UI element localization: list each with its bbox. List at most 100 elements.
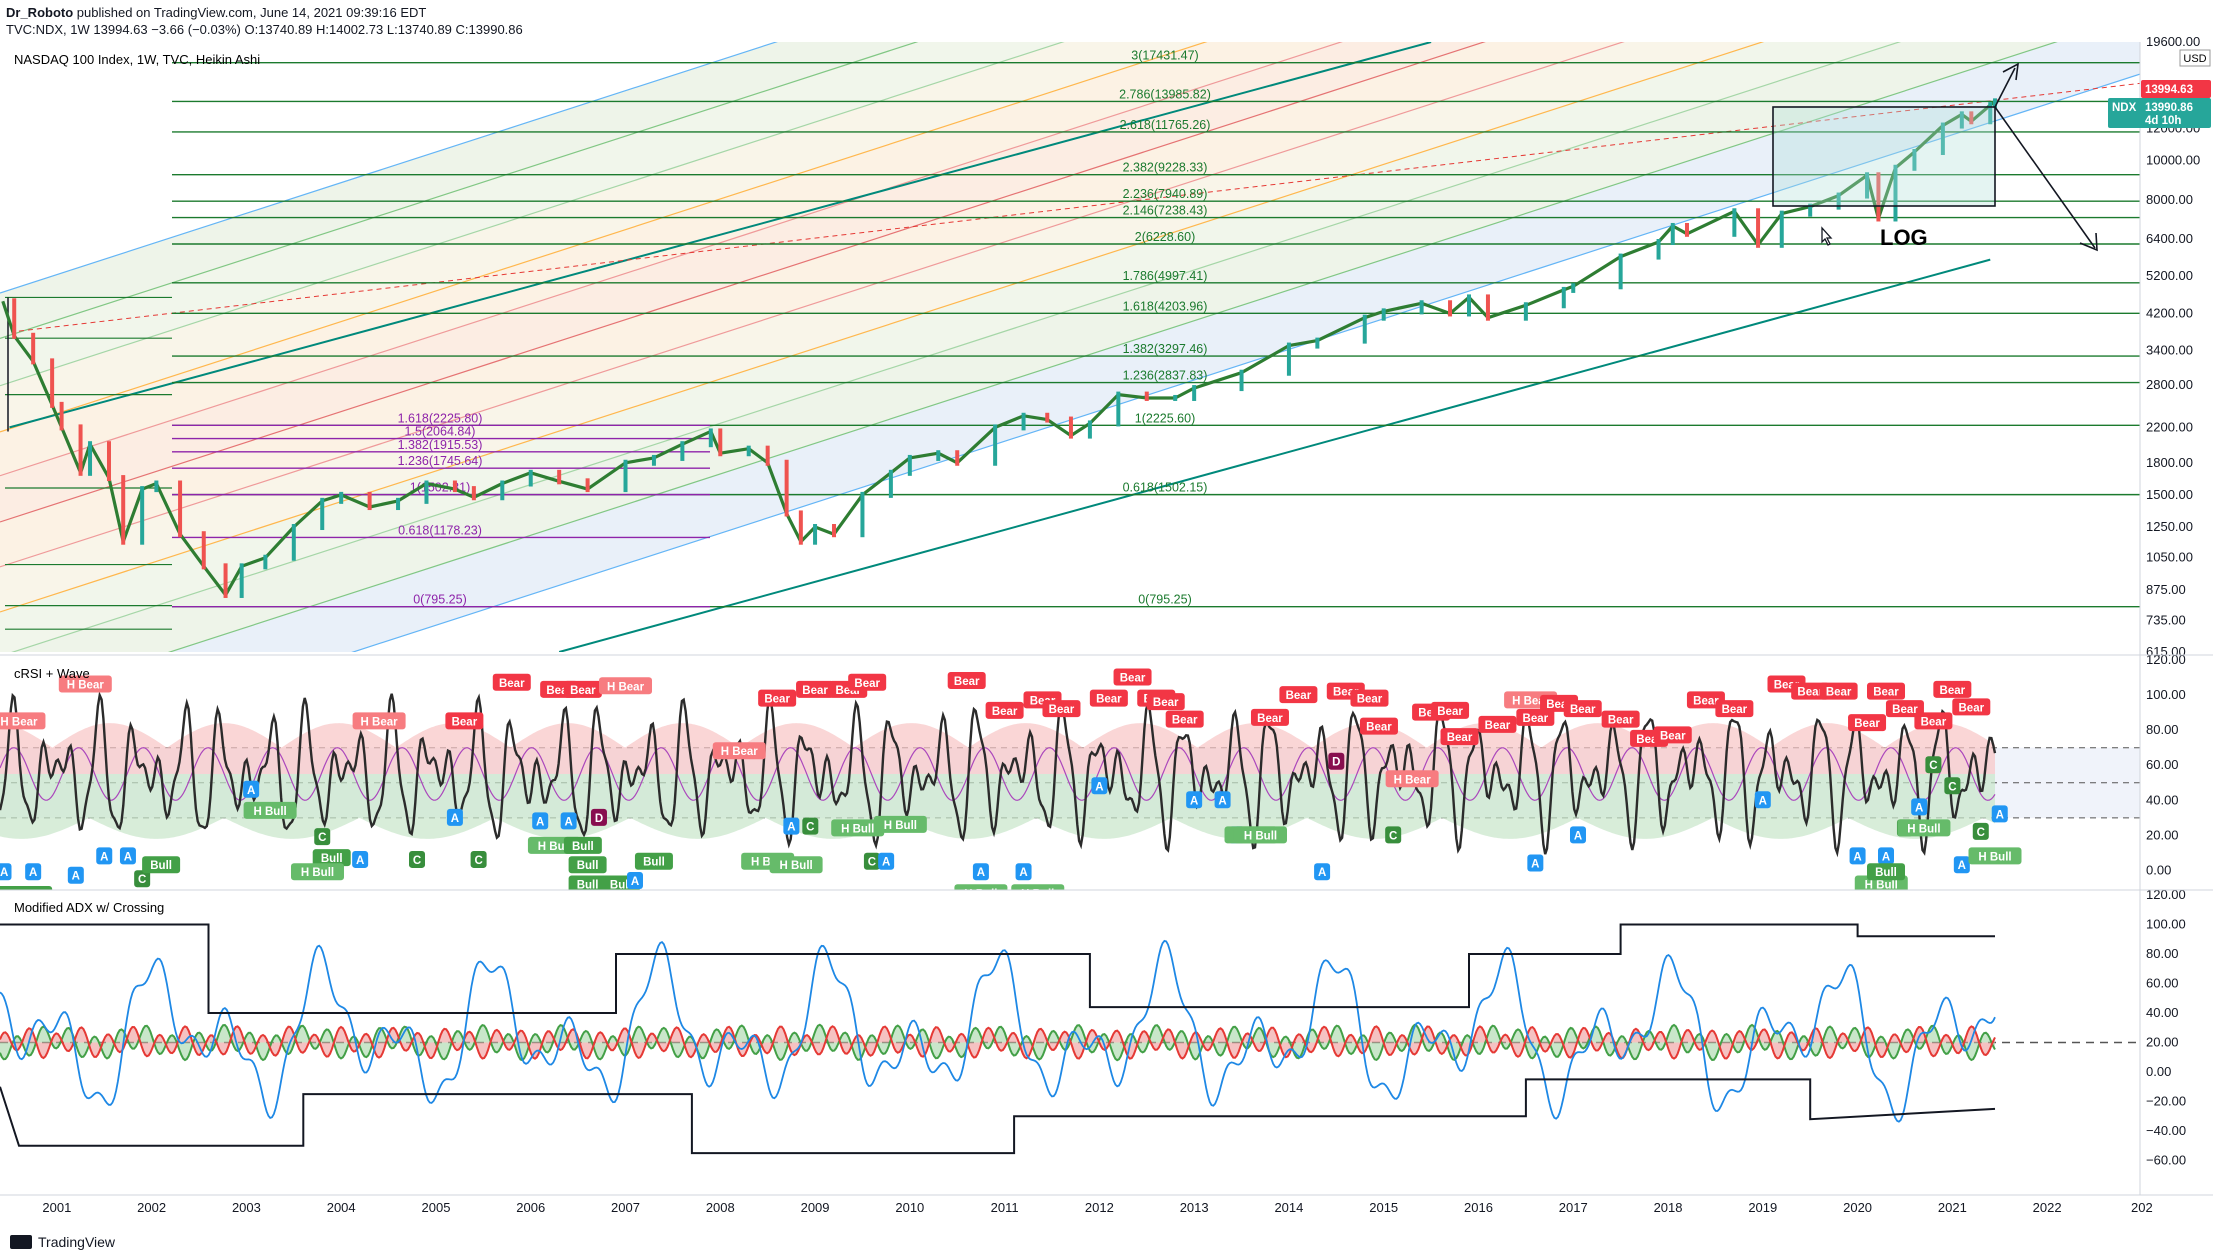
signal-tag[interactable] xyxy=(1952,698,1991,716)
signal-tag[interactable] xyxy=(954,884,1008,901)
projection-box[interactable] xyxy=(1772,106,1996,207)
signal-tag[interactable] xyxy=(1601,710,1640,728)
signal-tag[interactable] xyxy=(142,856,181,874)
signal-tag[interactable] xyxy=(492,673,531,691)
projection-arrow-down[interactable] xyxy=(1994,106,2096,249)
signal-tag[interactable] xyxy=(783,817,800,835)
signal-tag[interactable] xyxy=(1385,770,1439,788)
signal-tag[interactable] xyxy=(25,863,42,881)
signal-tag[interactable] xyxy=(312,849,351,867)
signal-tag[interactable] xyxy=(134,870,151,888)
crsi-line[interactable] xyxy=(0,691,1997,858)
signal-tag[interactable] xyxy=(873,815,927,833)
signal-tag[interactable] xyxy=(590,808,607,826)
signal-tag[interactable] xyxy=(67,866,84,884)
signal-tag[interactable] xyxy=(1233,826,1287,844)
signal-tag[interactable] xyxy=(290,863,344,881)
signal-tag[interactable] xyxy=(1867,682,1906,700)
signal-tag[interactable] xyxy=(1478,715,1517,733)
signal-tag[interactable] xyxy=(848,673,887,691)
signal-tag[interactable] xyxy=(1563,700,1602,718)
channel-boundary-line[interactable] xyxy=(558,258,1991,652)
signal-tag[interactable] xyxy=(863,852,880,870)
signal-tag[interactable] xyxy=(878,852,895,870)
signal-tag[interactable] xyxy=(1328,752,1345,770)
signal-tag[interactable] xyxy=(563,836,602,854)
signal-tag[interactable] xyxy=(1431,701,1470,719)
signal-tag[interactable] xyxy=(1953,856,1970,874)
signal-tag[interactable] xyxy=(1885,700,1924,718)
signal-tag[interactable] xyxy=(470,850,487,868)
signal-tag[interactable] xyxy=(560,812,577,830)
signal-tag[interactable] xyxy=(1440,728,1479,746)
projection-arrow-up[interactable] xyxy=(1994,67,2016,108)
signal-tag[interactable] xyxy=(568,875,607,892)
signal-tag[interactable] xyxy=(1089,689,1128,707)
publisher-name[interactable]: Dr_Roboto xyxy=(6,5,74,20)
signal-tag[interactable] xyxy=(96,847,113,865)
signal-tag[interactable] xyxy=(314,828,331,846)
signal-tag[interactable] xyxy=(831,819,885,837)
signal-tag[interactable] xyxy=(1385,826,1402,844)
signal-tag[interactable] xyxy=(119,847,136,865)
signal-tag[interactable] xyxy=(14,886,53,903)
signal-tag[interactable] xyxy=(1933,680,1972,698)
signal-tag[interactable] xyxy=(1015,863,1032,881)
di-plus-line[interactable] xyxy=(0,1023,1996,1062)
signal-tag[interactable] xyxy=(0,863,12,881)
signal-tag[interactable] xyxy=(1250,708,1289,726)
signal-tag[interactable] xyxy=(1527,854,1544,872)
signal-tag[interactable] xyxy=(1754,791,1771,809)
signal-tag[interactable] xyxy=(1972,822,1989,840)
signal-tag[interactable] xyxy=(796,680,835,698)
signal-tag[interactable] xyxy=(1113,668,1152,686)
signal-tag[interactable] xyxy=(532,812,549,830)
signal-tag[interactable] xyxy=(1350,689,1389,707)
di-minus-line[interactable] xyxy=(0,1025,1996,1060)
signal-tag[interactable] xyxy=(626,871,643,889)
signal-tag[interactable] xyxy=(1848,714,1887,732)
signal-tag[interactable] xyxy=(1819,682,1858,700)
signal-tag[interactable] xyxy=(599,677,653,695)
signal-tag[interactable] xyxy=(1925,756,1942,774)
brand-name[interactable]: TradingView xyxy=(38,1234,116,1250)
signal-tag[interactable] xyxy=(1569,826,1586,844)
signal-tag[interactable] xyxy=(243,780,260,798)
signal-tag[interactable] xyxy=(568,856,607,874)
signal-tag[interactable] xyxy=(802,817,819,835)
signal-tag[interactable] xyxy=(1091,777,1108,795)
signal-tag[interactable] xyxy=(1867,863,1906,881)
signal-tag[interactable] xyxy=(563,680,602,698)
signal-tag[interactable] xyxy=(1279,686,1318,704)
signal-tag[interactable] xyxy=(446,808,463,826)
signal-tag[interactable] xyxy=(1042,700,1081,718)
signal-tag[interactable] xyxy=(1314,863,1331,881)
signal-tag[interactable] xyxy=(1146,693,1185,711)
signal-tag[interactable] xyxy=(634,852,673,870)
signal-tag[interactable] xyxy=(1516,708,1555,726)
signal-tag[interactable] xyxy=(352,712,406,730)
signal-tag[interactable] xyxy=(1359,717,1398,735)
signal-tag[interactable] xyxy=(1653,726,1692,744)
signal-tag[interactable] xyxy=(947,672,986,690)
signal-tag[interactable] xyxy=(1878,847,1895,865)
currency-button[interactable] xyxy=(2179,49,2211,67)
signal-tag[interactable] xyxy=(1011,884,1065,901)
signal-tag[interactable] xyxy=(769,856,823,874)
signal-tag[interactable] xyxy=(1991,805,2008,823)
signal-tag[interactable] xyxy=(1849,847,1866,865)
signal-tag[interactable] xyxy=(972,863,989,881)
adx-pane[interactable] xyxy=(0,923,2140,1155)
signal-tag[interactable] xyxy=(409,850,426,868)
signal-tag[interactable] xyxy=(58,675,112,693)
signal-tag[interactable] xyxy=(1897,819,1951,837)
signal-tag[interactable] xyxy=(1214,791,1231,809)
signal-tag[interactable] xyxy=(985,701,1024,719)
signal-tag[interactable] xyxy=(712,742,766,760)
signal-tag[interactable] xyxy=(352,850,369,868)
signal-tag[interactable] xyxy=(445,712,484,730)
adx-line[interactable] xyxy=(0,939,1996,1123)
signal-tag[interactable] xyxy=(1186,791,1203,809)
